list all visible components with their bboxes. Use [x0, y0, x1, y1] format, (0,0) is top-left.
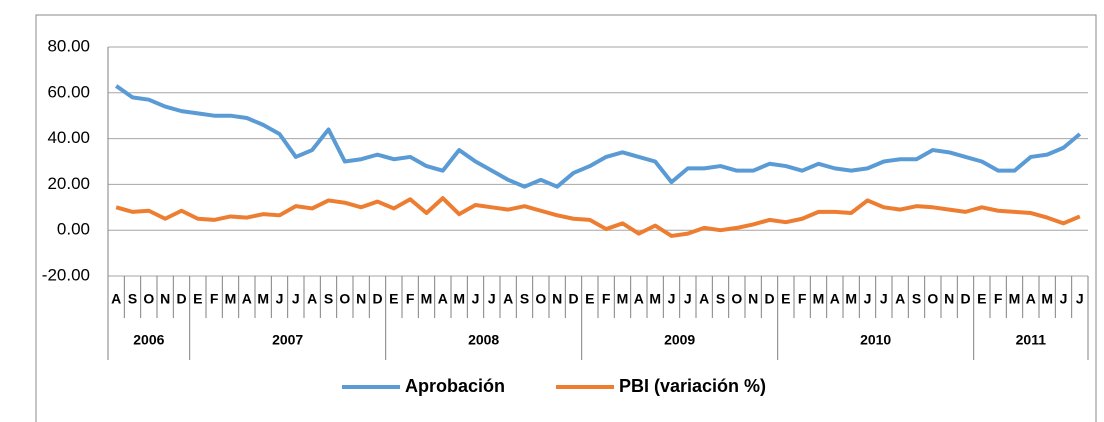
x-tick-label: M: [845, 291, 857, 307]
x-tick-label: J: [880, 291, 888, 307]
x-tick-label: A: [895, 291, 905, 307]
x-tick-label: O: [731, 291, 742, 307]
x-tick-label: E: [585, 291, 594, 307]
x-tick-label: N: [748, 291, 758, 307]
y-tick-label: 60.00: [47, 82, 90, 101]
y-tick-label: 40.00: [47, 128, 90, 147]
x-tick-label: M: [1041, 291, 1053, 307]
y-tick-label: 80.00: [47, 36, 90, 55]
legend-label: PBI (variación %): [619, 376, 766, 396]
x-tick-label: E: [781, 291, 790, 307]
x-tick-label: A: [438, 291, 448, 307]
x-tick-label: N: [356, 291, 366, 307]
x-tick-label: J: [668, 291, 676, 307]
x-tick-label: F: [406, 291, 415, 307]
series-line: [115, 196, 1081, 238]
y-tick-label: 0.00: [57, 220, 90, 239]
x-tick-label: O: [535, 291, 546, 307]
x-tick-label: D: [568, 291, 578, 307]
y-tick-label: 20.00: [47, 174, 90, 193]
x-tick-label: M: [421, 291, 433, 307]
x-tick-label: F: [210, 291, 219, 307]
x-tick-label: D: [372, 291, 382, 307]
x-tick-label: N: [552, 291, 562, 307]
x-tick-label: S: [324, 291, 333, 307]
x-tick-label: S: [912, 291, 921, 307]
x-tick-label: D: [960, 291, 970, 307]
chart-frame: [35, 14, 1097, 422]
x-tick-label: M: [1009, 291, 1021, 307]
y-tick-label: -20.00: [42, 265, 90, 284]
x-tick-label: M: [257, 291, 269, 307]
x-group-label: 2008: [468, 332, 499, 348]
x-tick-label: J: [488, 291, 496, 307]
x-tick-label: D: [764, 291, 774, 307]
x-tick-label: J: [1076, 291, 1084, 307]
x-group-label: 2009: [664, 332, 695, 348]
x-tick-label: N: [944, 291, 954, 307]
x-tick-label: J: [276, 291, 284, 307]
x-tick-label: M: [453, 291, 465, 307]
x-tick-label: F: [994, 291, 1003, 307]
x-tick-label: M: [225, 291, 237, 307]
x-tick-label: O: [143, 291, 154, 307]
x-tick-label: D: [176, 291, 186, 307]
x-tick-label: A: [242, 291, 252, 307]
x-tick-label: M: [813, 291, 825, 307]
x-tick-label: J: [864, 291, 872, 307]
x-tick-label: S: [520, 291, 529, 307]
x-group-label: 2011: [1016, 332, 1047, 348]
x-tick-label: O: [339, 291, 350, 307]
legend-label: Aprobación: [405, 376, 505, 396]
x-tick-label: M: [617, 291, 629, 307]
x-tick-label: A: [503, 291, 513, 307]
x-tick-label: E: [193, 291, 202, 307]
x-tick-label: O: [927, 291, 938, 307]
x-tick-label: F: [798, 291, 807, 307]
x-tick-label: S: [128, 291, 137, 307]
x-group-label: 2010: [860, 332, 891, 348]
x-tick-label: E: [389, 291, 398, 307]
x-tick-label: A: [111, 291, 121, 307]
x-tick-label: J: [292, 291, 300, 307]
x-tick-label: A: [1026, 291, 1036, 307]
x-tick-label: A: [699, 291, 709, 307]
x-group-label: 2007: [272, 332, 303, 348]
x-tick-label: J: [684, 291, 692, 307]
x-tick-label: S: [716, 291, 725, 307]
x-tick-label: E: [977, 291, 986, 307]
x-tick-label: F: [602, 291, 611, 307]
x-group-label: 2006: [133, 332, 164, 348]
x-tick-label: M: [649, 291, 661, 307]
x-tick-label: J: [1060, 291, 1068, 307]
x-tick-label: A: [634, 291, 644, 307]
x-tick-label: A: [830, 291, 840, 307]
x-tick-label: A: [307, 291, 317, 307]
x-tick-label: N: [160, 291, 170, 307]
series-line: [115, 84, 1082, 189]
x-tick-label: J: [472, 291, 480, 307]
